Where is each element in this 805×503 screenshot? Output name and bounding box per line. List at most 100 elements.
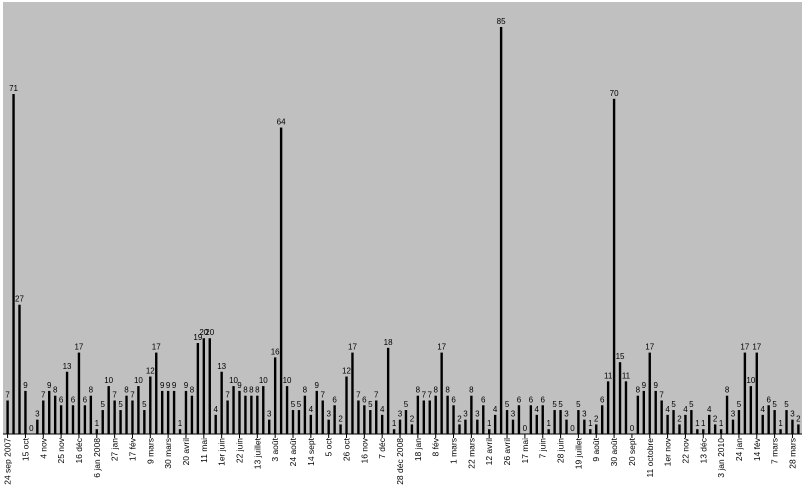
bar-value-label: 8 xyxy=(725,386,730,395)
bars-group xyxy=(6,27,800,435)
x-tick-label: 26 avril xyxy=(502,438,512,466)
bar xyxy=(285,386,289,434)
bar-value-label: 7 xyxy=(321,390,326,399)
bar-value-label: 2 xyxy=(713,414,718,423)
bar-value-label: 11 xyxy=(622,371,631,380)
bar-value-label: 11 xyxy=(604,371,613,380)
bar xyxy=(761,414,764,434)
x-tick-label: 24 jan xyxy=(734,438,744,461)
bar-value-label: 5 xyxy=(784,400,789,409)
bar-value-label: 7 xyxy=(112,390,117,399)
bar-value-label: 3 xyxy=(475,410,480,419)
bar-value-label: 4 xyxy=(683,405,688,414)
bar-value-label: 5 xyxy=(404,400,409,409)
bar-value-label: 0 xyxy=(570,424,575,433)
bar xyxy=(719,429,723,434)
bar xyxy=(386,347,390,434)
x-tick-label: 24 sep 2007 xyxy=(3,438,13,485)
bar xyxy=(184,390,188,434)
bar-value-label: 9 xyxy=(160,381,165,390)
plot-area xyxy=(3,2,802,434)
bar xyxy=(196,343,200,434)
bar-value-label: 7 xyxy=(356,390,361,399)
bar xyxy=(482,405,485,434)
bar xyxy=(755,352,758,434)
bar xyxy=(535,414,538,434)
bar-value-label: 5 xyxy=(368,400,373,409)
x-tick-label: 16 nov xyxy=(359,437,369,463)
bar xyxy=(220,371,223,434)
bar-value-label: 12 xyxy=(146,367,155,376)
bar xyxy=(791,419,794,434)
bar-value-label: 85 xyxy=(497,17,506,26)
bar xyxy=(404,410,408,434)
bar-value-label: 8 xyxy=(249,386,254,395)
bar xyxy=(273,357,277,434)
bar-value-label: 20 xyxy=(199,328,208,337)
x-tick-label: 18 jan xyxy=(413,438,423,461)
bar xyxy=(797,424,800,434)
bar-value-label: 27 xyxy=(15,295,24,304)
bar-value-label: 20 xyxy=(205,328,214,337)
bar xyxy=(369,410,372,434)
bar xyxy=(48,390,51,434)
bar-value-label: 2 xyxy=(796,414,801,423)
x-tick-label: 12 avril xyxy=(484,438,494,466)
x-tick-label: 16 déc xyxy=(74,437,84,463)
bar xyxy=(577,410,580,434)
bar xyxy=(446,395,449,434)
bar xyxy=(559,410,562,434)
x-tick-label: 22 mars xyxy=(466,438,476,469)
bar-value-label: 16 xyxy=(271,347,280,356)
bar xyxy=(547,429,550,434)
bar xyxy=(595,424,598,434)
bar-value-label: 4 xyxy=(665,405,670,414)
x-tick-label: 26 oct xyxy=(342,437,352,461)
x-tick-label: 20 sept xyxy=(627,437,637,466)
bar-value-label: 7 xyxy=(5,390,10,399)
x-tick-label: 15 oct xyxy=(20,437,30,461)
bar xyxy=(434,395,437,434)
bar xyxy=(624,381,628,434)
bar-value-label: 4 xyxy=(707,405,712,414)
bar-value-label: 2 xyxy=(677,414,682,423)
bar-value-label: 8 xyxy=(124,386,129,395)
bar xyxy=(89,395,93,434)
bar xyxy=(327,419,330,434)
x-tick-label: 6 jan 2008 xyxy=(92,438,102,478)
bar xyxy=(476,419,479,434)
bar xyxy=(428,400,431,434)
bar xyxy=(725,395,729,434)
bar-value-label: 0 xyxy=(523,424,528,433)
bar-value-label: 3 xyxy=(511,410,516,419)
x-tick-label: 19 juillet xyxy=(573,437,583,469)
bar-value-label: 7 xyxy=(659,390,664,399)
bar-value-label: 2 xyxy=(410,414,415,423)
bar-value-label: 5 xyxy=(101,400,106,409)
bar xyxy=(636,395,640,434)
bar xyxy=(422,400,426,434)
x-tick-label: 30 août xyxy=(609,437,619,466)
bar xyxy=(339,424,342,434)
bar xyxy=(36,419,39,434)
bar xyxy=(226,400,229,434)
bar xyxy=(131,400,134,434)
x-tick-label: 28 juin xyxy=(556,438,566,463)
bar-value-label: 5 xyxy=(291,400,296,409)
bar xyxy=(250,395,253,434)
bar xyxy=(702,429,705,434)
x-tick-label: 7 juin xyxy=(538,438,548,459)
bar-value-label: 6 xyxy=(71,395,76,404)
bar-value-label: 10 xyxy=(104,376,113,385)
x-ticks-group xyxy=(7,434,793,438)
bar-value-label: 64 xyxy=(277,118,286,127)
bar-value-label: 10 xyxy=(134,376,143,385)
x-tick-label: 9 mars xyxy=(145,438,155,464)
bar xyxy=(553,410,556,434)
bar-value-label: 8 xyxy=(469,386,474,395)
bar xyxy=(708,414,711,434)
bar-value-label: 17 xyxy=(740,343,749,352)
bar xyxy=(398,419,402,434)
bar xyxy=(53,395,57,434)
